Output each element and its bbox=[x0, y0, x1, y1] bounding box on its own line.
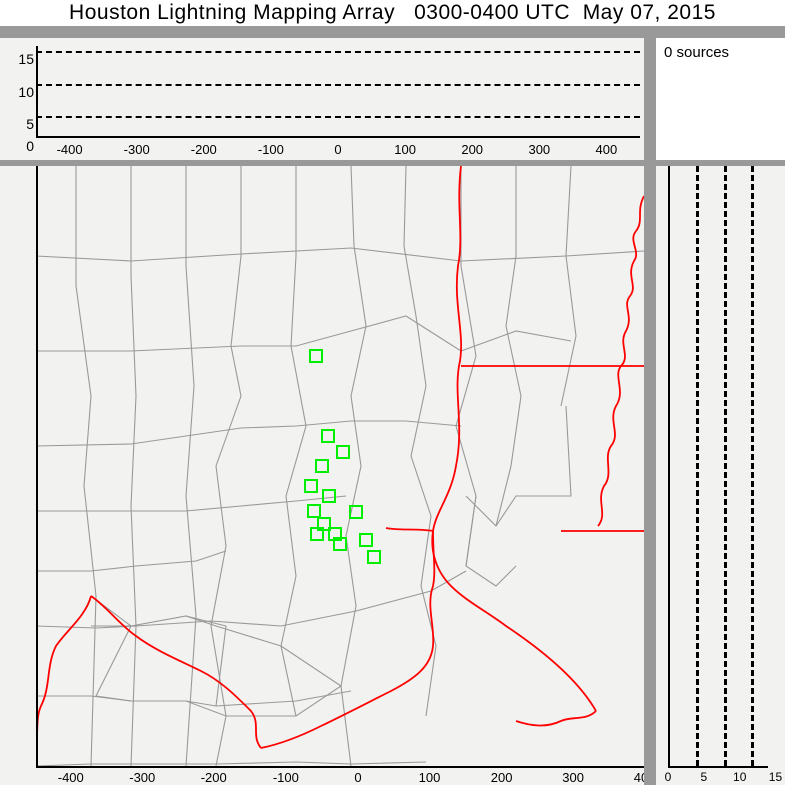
altitude-vs-longitude-plot[interactable]: 15 10 5 0 -400 -300 -200 -100 0 100 200 … bbox=[0, 38, 650, 160]
top-plot-x-axis-labels: -400 -300 -200 -100 0 100 200 300 400 bbox=[36, 140, 640, 156]
top-plot-gridline-15 bbox=[36, 51, 640, 53]
right-plot-gridline-5 bbox=[696, 166, 699, 766]
main-row: 400 300 200 100 0 -100 -200 -300 -400 -4… bbox=[0, 166, 785, 785]
top-plot-ytick-5: 5 bbox=[4, 116, 34, 132]
lightning-source-marker[interactable] bbox=[359, 533, 373, 547]
top-plot-x-axis bbox=[36, 136, 640, 138]
geographic-map-plot[interactable]: 400 300 200 100 0 -100 -200 -300 -400 -4… bbox=[0, 166, 650, 785]
lightning-source-marker[interactable] bbox=[307, 504, 321, 518]
map-plot-xtick--400: -400 bbox=[58, 770, 84, 785]
geographic-map-plot-area: 400 300 200 100 0 -100 -200 -300 -400 bbox=[36, 166, 644, 766]
lightning-source-marker[interactable] bbox=[310, 527, 324, 541]
top-plot-xtick-300: 300 bbox=[528, 142, 550, 157]
map-plot-xtick-0: 0 bbox=[354, 770, 361, 785]
top-plot-ytick-0: 0 bbox=[4, 138, 34, 154]
lightning-source-marker[interactable] bbox=[336, 445, 350, 459]
map-plot-xtick--300: -300 bbox=[129, 770, 155, 785]
map-plot-xtick-400: 400 bbox=[634, 770, 650, 785]
top-plot-xtick-100: 100 bbox=[394, 142, 416, 157]
top-plot-y-axis bbox=[36, 46, 38, 138]
lightning-source-marker[interactable] bbox=[333, 537, 347, 551]
altitude-vs-longitude-plot-area: 15 10 5 0 -400 -300 -200 -100 0 100 200 … bbox=[36, 46, 640, 138]
right-plot-gridline-10 bbox=[724, 166, 727, 766]
map-plot-x-axis-labels: -400 -300 -200 -100 0 100 200 300 400 bbox=[0, 766, 644, 785]
lightning-source-marker[interactable] bbox=[304, 479, 318, 493]
top-plot-xtick-0: 0 bbox=[334, 142, 341, 157]
map-county-state-lines bbox=[36, 166, 644, 766]
right-plot-xtick-15: 15 bbox=[769, 770, 782, 784]
top-plot-xtick--200: -200 bbox=[191, 142, 217, 157]
map-plot-xtick-300: 300 bbox=[562, 770, 584, 785]
lightning-source-marker[interactable] bbox=[321, 429, 335, 443]
altitude-vs-count-plot[interactable]: 400 300 200 100 0 -100 -200 -300 -400 0 … bbox=[656, 166, 785, 785]
map-plot-xtick-200: 200 bbox=[491, 770, 513, 785]
top-plot-xtick-400: 400 bbox=[596, 142, 618, 157]
top-plot-gridline-10 bbox=[36, 84, 640, 86]
title-bar: Houston Lightning Mapping Array 0300-040… bbox=[0, 0, 785, 32]
map-plot-xtick--100: -100 bbox=[273, 770, 299, 785]
lma-display-window: Houston Lightning Mapping Array 0300-040… bbox=[0, 0, 785, 785]
right-plot-x-axis-labels: 0 5 10 15 bbox=[656, 766, 785, 784]
sources-count-panel: 0 sources bbox=[656, 38, 785, 160]
lightning-source-marker[interactable] bbox=[367, 550, 381, 564]
lightning-source-marker[interactable] bbox=[322, 489, 336, 503]
top-plot-xtick-200: 200 bbox=[461, 142, 483, 157]
top-plot-xtick--300: -300 bbox=[124, 142, 150, 157]
top-plot-xtick--400: -400 bbox=[57, 142, 83, 157]
top-strip: 15 10 5 0 -400 -300 -200 -100 0 100 200 … bbox=[0, 38, 785, 160]
window-title: Houston Lightning Mapping Array 0300-040… bbox=[69, 1, 716, 25]
altitude-vs-count-plot-area: 400 300 200 100 0 -100 -200 -300 -400 bbox=[668, 166, 768, 766]
top-plot-ytick-10: 10 bbox=[4, 84, 34, 100]
top-plot-ytick-15: 15 bbox=[4, 51, 34, 67]
map-plot-xtick-100: 100 bbox=[419, 770, 441, 785]
map-plot-xtick--200: -200 bbox=[201, 770, 227, 785]
top-plot-xtick--100: -100 bbox=[258, 142, 284, 157]
right-plot-xtick-5: 5 bbox=[701, 770, 708, 784]
sources-count-label: 0 sources bbox=[664, 44, 729, 61]
right-plot-gridline-15 bbox=[751, 166, 754, 766]
lightning-source-marker[interactable] bbox=[309, 349, 323, 363]
right-plot-y-axis bbox=[668, 166, 670, 766]
map-plot-y-axis bbox=[36, 166, 38, 766]
lightning-source-marker[interactable] bbox=[349, 505, 363, 519]
top-plot-gridline-5 bbox=[36, 116, 640, 118]
right-plot-xtick-10: 10 bbox=[733, 770, 746, 784]
right-plot-xtick-0: 0 bbox=[665, 770, 672, 784]
lightning-source-marker[interactable] bbox=[315, 459, 329, 473]
